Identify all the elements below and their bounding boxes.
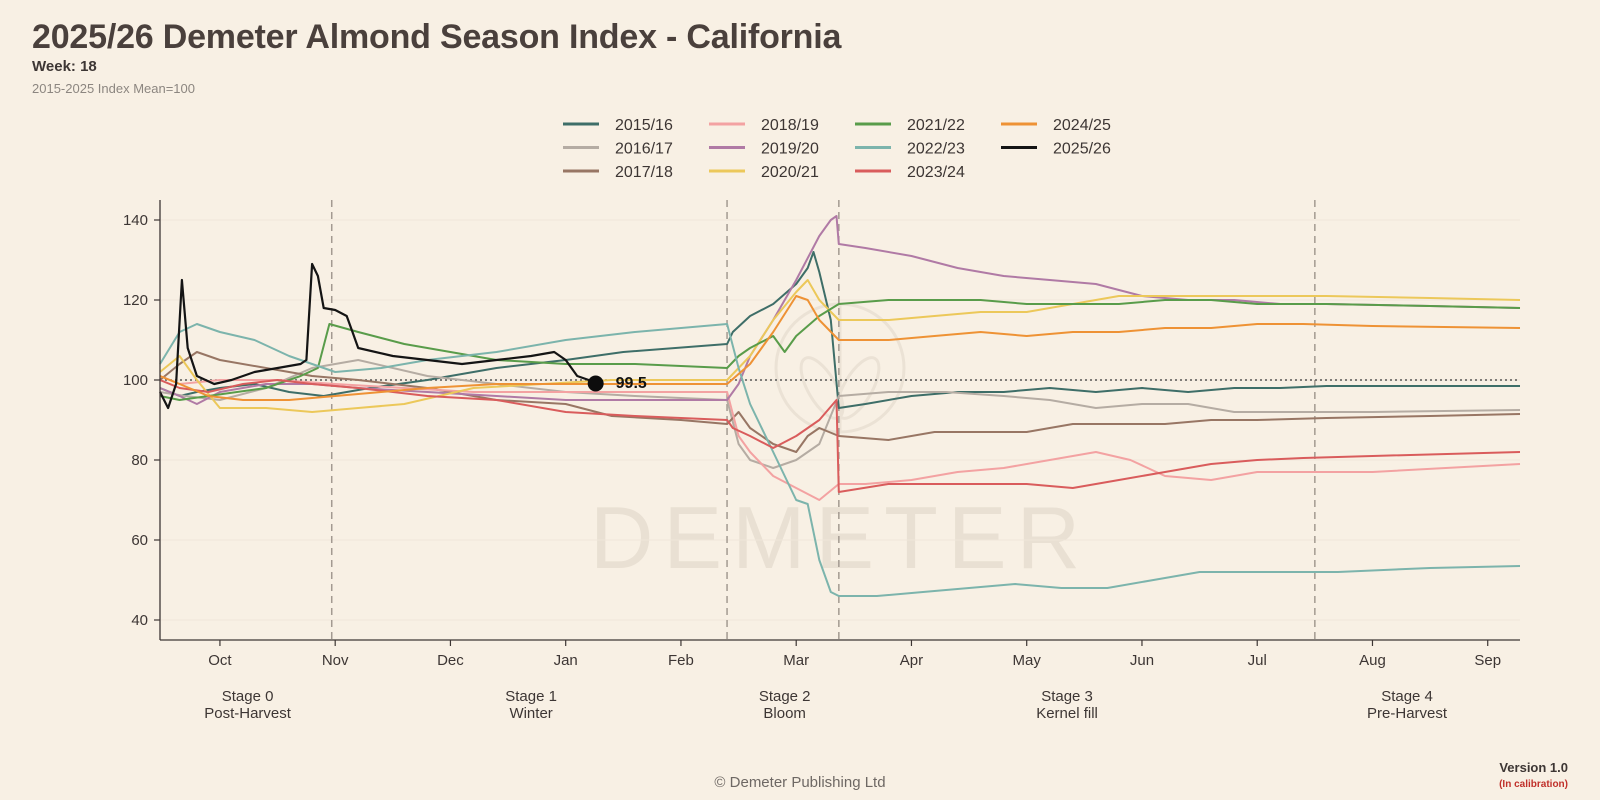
stage-description: Post-Harvest <box>204 705 292 722</box>
legend-label: 2017/18 <box>615 164 673 181</box>
legend-item[interactable]: 2018/19 <box>709 117 819 134</box>
x-tick-label: Oct <box>208 652 232 669</box>
page-title: 2025/26 Demeter Almond Season Index - Ca… <box>32 18 842 56</box>
legend-item[interactable]: 2019/20 <box>709 141 819 158</box>
last-point-marker: 99.5 <box>587 375 647 392</box>
legend-label: 2016/17 <box>615 141 673 158</box>
stage-name: Stage 2 <box>759 688 811 705</box>
x-tick-label: Feb <box>668 652 694 669</box>
x-tick-label: Jan <box>554 652 578 669</box>
legend-item[interactable]: 2021/22 <box>855 117 965 134</box>
series-line-2016-17 <box>159 359 1521 469</box>
series-line-2022-23 <box>159 323 1521 597</box>
watermark-text: DEMETER <box>590 488 1090 587</box>
series-line-2017-18 <box>159 351 1521 453</box>
series-lines <box>159 215 1521 597</box>
stage-description: Kernel fill <box>1036 705 1098 722</box>
calibration-status: (In calibration) <box>1499 779 1568 790</box>
y-tick-label: 120 <box>123 292 148 309</box>
stage-name: Stage 1 <box>505 688 557 705</box>
legend-item[interactable]: 2015/16 <box>563 117 673 134</box>
series-line-2025-26 <box>159 262 597 410</box>
legend-item[interactable]: 2024/25 <box>1001 117 1111 134</box>
series-line-2018-19 <box>159 375 1521 501</box>
y-tick-label: 40 <box>131 612 148 629</box>
stage-description: Pre-Harvest <box>1367 705 1448 722</box>
y-tick-label: 60 <box>131 532 148 549</box>
series-line-2020-21 <box>159 279 1521 413</box>
legend-label: 2015/16 <box>615 117 673 134</box>
watermark-emblem-leaf <box>835 356 881 420</box>
series-line-2023-24 <box>159 379 1521 493</box>
legend-label: 2024/25 <box>1053 117 1111 134</box>
current-value-marker <box>587 375 604 392</box>
legend-label: 2023/24 <box>907 164 965 181</box>
series-line-2015-16 <box>159 251 1520 409</box>
legend-item[interactable]: 2022/23 <box>855 141 965 158</box>
legend-item[interactable]: 2016/17 <box>563 141 673 158</box>
legend-item[interactable]: 2025/26 <box>1001 141 1111 158</box>
index-subtitle: 2015-2025 Index Mean=100 <box>32 81 195 96</box>
legend-item[interactable]: 2017/18 <box>563 164 673 181</box>
stage-name: Stage 0 <box>222 688 274 705</box>
legend-label: 2020/21 <box>761 164 819 181</box>
y-tick-label: 140 <box>123 212 148 229</box>
legend-label: 2021/22 <box>907 117 965 134</box>
stage-name: Stage 4 <box>1381 688 1433 705</box>
legend-label: 2018/19 <box>761 117 819 134</box>
y-tick-label: 100 <box>123 372 148 389</box>
stage-description: Winter <box>509 705 552 722</box>
watermark: DEMETER <box>590 302 1090 587</box>
legend-item[interactable]: 2020/21 <box>709 164 819 181</box>
legend-label: 2025/26 <box>1053 141 1111 158</box>
copyright-footer: © Demeter Publishing Ltd <box>714 774 886 791</box>
legend-label: 2019/20 <box>761 141 819 158</box>
x-tick-label: May <box>1013 652 1042 669</box>
stage-name: Stage 3 <box>1041 688 1093 705</box>
x-tick-label: Sep <box>1474 652 1501 669</box>
x-tick-label: Jun <box>1130 652 1154 669</box>
x-tick-label: Aug <box>1359 652 1386 669</box>
x-tick-label: Nov <box>322 652 349 669</box>
x-tick-label: Mar <box>783 652 809 669</box>
x-tick-label: Apr <box>900 652 923 669</box>
version-label: Version 1.0 <box>1499 760 1568 775</box>
series-line-2021-22 <box>159 299 1521 401</box>
legend: 2015/16 2016/17 2017/18 2018/19 2019/20 2020/… <box>563 117 1111 181</box>
stage-description: Bloom <box>763 705 806 722</box>
current-value-label: 99.5 <box>616 375 647 392</box>
series-line-2024-25 <box>159 295 1521 401</box>
week-label: Week: 18 <box>32 58 97 75</box>
axes: 40 60 80 100 120 140 Oct Nov Dec Jan Feb Mar Apr May J… <box>123 200 1520 669</box>
legend-item[interactable]: 2023/24 <box>855 164 965 181</box>
legend-label: 2022/23 <box>907 141 965 158</box>
x-tick-label: Dec <box>437 652 464 669</box>
x-tick-label: Jul <box>1248 652 1267 669</box>
y-tick-label: 80 <box>131 452 148 469</box>
